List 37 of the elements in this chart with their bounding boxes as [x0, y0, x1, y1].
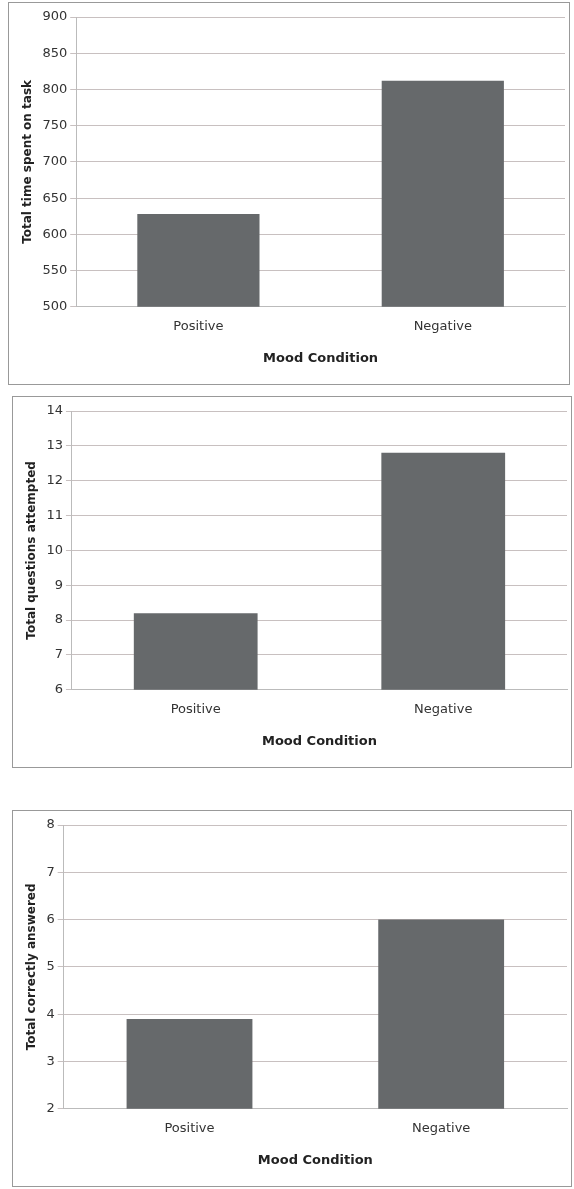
y-tick-label: 900 — [42, 8, 68, 24]
x-tick-label: Negative — [412, 1119, 471, 1135]
y-tick-label: 7 — [46, 863, 55, 879]
y-tick-label: 5 — [46, 958, 55, 974]
y-tick-label: 3 — [46, 1052, 55, 1068]
y-tick-label: 11 — [46, 506, 63, 522]
y-tick-label: 10 — [46, 541, 63, 557]
x-tick-label: Positive — [173, 317, 224, 333]
y-axis-title: Total correctly answered — [24, 883, 39, 1051]
y-tick-label: 750 — [42, 117, 68, 133]
y-tick-label: 800 — [42, 80, 68, 96]
y-tick-label: 2 — [46, 1100, 55, 1116]
y-tick-label: 6 — [46, 910, 55, 926]
y-tick-label: 500 — [42, 298, 68, 314]
x-tick-label: Negative — [413, 317, 472, 333]
y-tick-label: 7 — [54, 646, 63, 662]
y-tick-label: 4 — [46, 1005, 55, 1021]
y-tick-label: 6 — [54, 681, 63, 697]
x-tick-label: Positive — [164, 1119, 215, 1135]
y-tick-label: 650 — [42, 189, 68, 205]
y-tick-label: 9 — [54, 576, 63, 592]
y-tick-label: 12 — [46, 472, 63, 488]
y-tick-label: 8 — [46, 816, 55, 832]
x-tick-label: Positive — [170, 700, 221, 716]
y-tick-label: 850 — [42, 44, 68, 60]
y-tick-label: 700 — [42, 153, 68, 169]
y-tick-label: 13 — [46, 437, 63, 453]
x-axis-title: Mood Condition — [257, 1151, 373, 1167]
y-tick-label: 600 — [42, 225, 68, 241]
x-axis-title: Mood Condition — [261, 732, 377, 748]
y-tick-label: 550 — [42, 261, 68, 277]
y-tick-label: 8 — [54, 611, 63, 627]
y-axis-title: Total questions attempted — [24, 461, 39, 640]
y-axis-title: Total time spent on task — [20, 78, 35, 244]
y-tick-label: 14 — [46, 402, 63, 418]
x-axis-title: Mood Condition — [263, 349, 379, 365]
x-tick-label: Negative — [414, 700, 473, 716]
